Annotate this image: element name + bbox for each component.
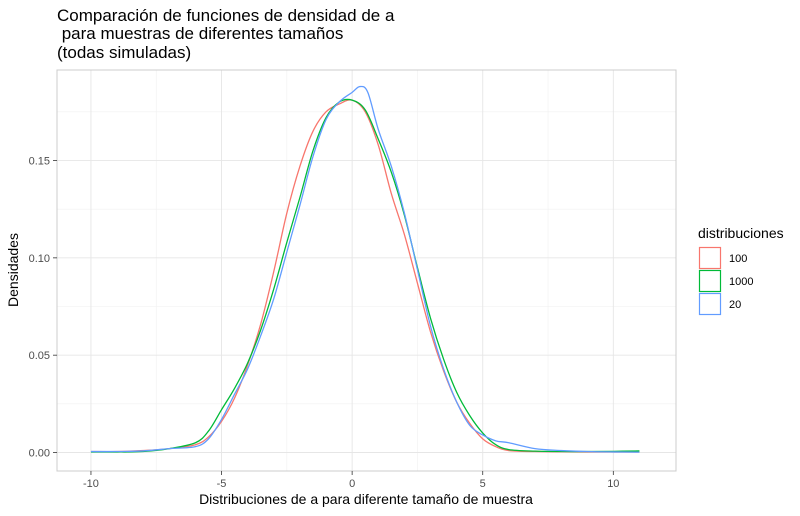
y-tick-label: 0.15 [29, 156, 50, 168]
legend-label-100: 100 [729, 253, 747, 265]
x-tick-label: 10 [607, 478, 619, 490]
y-tick-label: 0.10 [29, 253, 50, 265]
legend-title: distribuciones [698, 225, 784, 241]
legend-key-100 [698, 246, 722, 270]
panel-background [57, 70, 676, 471]
density-line-20 [90, 85, 640, 453]
grid-lines [57, 70, 676, 471]
x-tick-label: 0 [349, 478, 355, 490]
y-tick-label: 0.00 [29, 448, 50, 460]
chart-title-line-3: (todas simuladas) [57, 43, 191, 62]
x-tick-label: -10 [83, 478, 99, 490]
density-lines [90, 85, 640, 453]
x-axis-title: Distribuciones de a para diferente tamañ… [199, 491, 533, 507]
plot-panel [57, 70, 676, 471]
legend-key-1000 [698, 269, 722, 293]
legend-label-1000: 1000 [729, 276, 753, 288]
legend: distribuciones 100 1000 20 [698, 225, 784, 316]
chart-title-line-1: Comparación de funciones de densidad de … [57, 6, 395, 25]
y-axis-title: Densidades [5, 233, 21, 307]
panel-border [56, 69, 677, 472]
x-axis-ticks: -10 -5 0 5 10 [83, 471, 619, 490]
y-tick-label: 0.05 [29, 350, 50, 362]
chart-title: Comparación de funciones de densidad de … [57, 6, 395, 62]
density-line-1000 [90, 98, 640, 453]
legend-label-20: 20 [729, 299, 741, 311]
legend-key-20 [698, 292, 722, 316]
x-tick-label: 5 [480, 478, 486, 490]
x-tick-label: -5 [217, 478, 227, 490]
chart-title-line-2: para muestras de diferentes tamaños [57, 24, 343, 43]
y-axis-ticks: 0.00 0.05 0.10 0.15 [29, 156, 57, 460]
